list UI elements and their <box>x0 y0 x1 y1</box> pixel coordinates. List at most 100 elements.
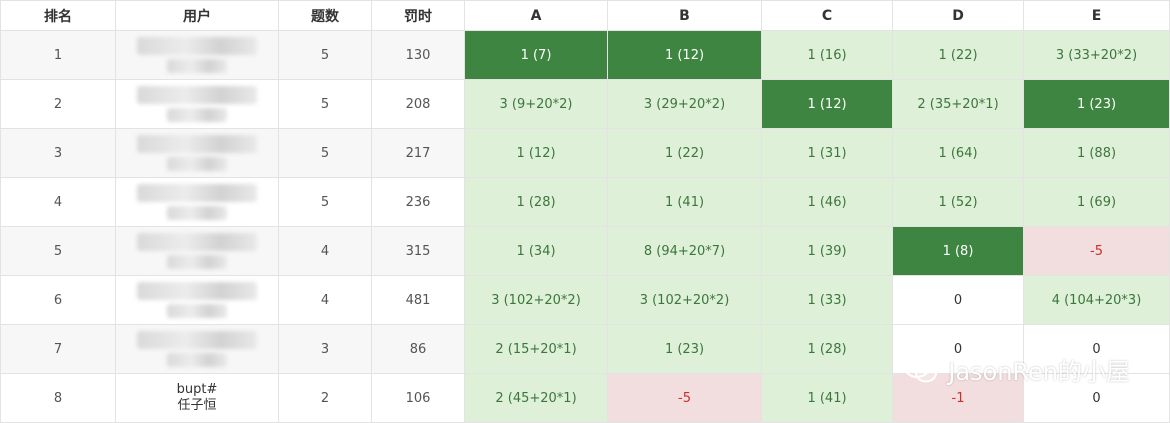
problem-d-cell: 1 (22) <box>892 30 1024 80</box>
blurred-username <box>167 353 227 367</box>
problem-c-cell: 1 (28) <box>761 324 893 374</box>
blurred-username <box>167 157 227 171</box>
problem-e-cell: 3 (33+20*2) <box>1023 30 1170 80</box>
wechat-icon <box>904 355 938 382</box>
user-cell[interactable] <box>115 226 279 276</box>
problem-a-cell: 2 (15+20*1) <box>464 324 608 374</box>
user-cell[interactable] <box>115 324 279 374</box>
solved-cell: 5 <box>278 30 372 80</box>
problem-a-cell: 1 (28) <box>464 177 608 227</box>
rank-cell: 8 <box>0 373 116 423</box>
blurred-username <box>167 304 227 318</box>
problem-a-cell: 1 (7) <box>464 30 608 80</box>
penalty-cell: 130 <box>371 30 465 80</box>
problem-b-cell: 1 (23) <box>607 324 762 374</box>
problem-d-cell: 1 (8) <box>892 226 1024 276</box>
problem-c-cell: 1 (16) <box>761 30 893 80</box>
problem-c-cell: 1 (39) <box>761 226 893 276</box>
problem-d-cell: 1 (52) <box>892 177 1024 227</box>
table-row[interactable]: 3 5 217 1 (12) 1 (22) 1 (31) 1 (64) 1 (88) <box>0 128 1170 178</box>
problem-c-cell: 1 (33) <box>761 275 893 325</box>
table-row[interactable]: 7 3 86 2 (15+20*1) 1 (23) 1 (28) 0 0 <box>0 324 1170 374</box>
penalty-cell: 217 <box>371 128 465 178</box>
user-name: bupt# <box>176 382 218 397</box>
penalty-cell: 86 <box>371 324 465 374</box>
problem-b-cell: 1 (22) <box>607 128 762 178</box>
problem-a-cell: 3 (102+20*2) <box>464 275 608 325</box>
problem-d-cell: 0 <box>892 324 1024 374</box>
problem-b-cell: 1 (12) <box>607 30 762 80</box>
blurred-username <box>137 233 257 251</box>
table-row[interactable]: 8 bupt# 任子恒 2 106 2 (45+20*1) -5 1 (41) -1 0 <box>0 373 1170 423</box>
watermark: JasonRen的小屋 <box>904 352 1130 387</box>
problem-b-cell: 8 (94+20*7) <box>607 226 762 276</box>
user-real-name: 任子恒 <box>177 398 217 413</box>
header-penalty[interactable]: 罚时 <box>371 0 465 31</box>
solved-cell: 4 <box>278 226 372 276</box>
rank-cell: 7 <box>0 324 116 374</box>
table-row[interactable]: 6 4 481 3 (102+20*2) 3 (102+20*2) 1 (33) 0 4 (1… <box>0 275 1170 325</box>
penalty-cell: 481 <box>371 275 465 325</box>
problem-a-cell: 2 (45+20*1) <box>464 373 608 423</box>
table-row[interactable]: 4 5 236 1 (28) 1 (41) 1 (46) 1 (52) 1 (69) <box>0 177 1170 227</box>
blurred-username <box>167 108 227 122</box>
user-cell[interactable] <box>115 30 279 80</box>
solved-cell: 5 <box>278 177 372 227</box>
rank-cell: 4 <box>0 177 116 227</box>
header-user[interactable]: 用户 <box>115 0 279 31</box>
table-row[interactable]: 2 5 208 3 (9+20*2) 3 (29+20*2) 1 (12) 2 (35+20… <box>0 79 1170 129</box>
solved-cell: 5 <box>278 79 372 129</box>
rank-cell: 1 <box>0 30 116 80</box>
problem-c-cell: 1 (46) <box>761 177 893 227</box>
problem-a-cell: 1 (34) <box>464 226 608 276</box>
problem-a-cell: 3 (9+20*2) <box>464 79 608 129</box>
user-cell[interactable] <box>115 177 279 227</box>
problem-e-cell: 4 (104+20*3) <box>1023 275 1170 325</box>
watermark-text: JasonRen的小屋 <box>948 358 1130 386</box>
table-body: 1 5 130 1 (7) 1 (12) 1 (16) 1 (22) 3 (33+20*2) 2… <box>0 30 1170 423</box>
blurred-username <box>137 135 257 153</box>
problem-c-cell: 1 (31) <box>761 128 893 178</box>
rank-cell: 3 <box>0 128 116 178</box>
penalty-cell: 208 <box>371 79 465 129</box>
header-problem-e[interactable]: E <box>1023 0 1170 31</box>
problem-b-cell: 3 (102+20*2) <box>607 275 762 325</box>
header-solved[interactable]: 题数 <box>278 0 372 31</box>
user-cell[interactable] <box>115 79 279 129</box>
penalty-cell: 315 <box>371 226 465 276</box>
rank-cell: 6 <box>0 275 116 325</box>
problem-e-cell: -5 <box>1023 226 1170 276</box>
problem-a-cell: 1 (12) <box>464 128 608 178</box>
problem-e-cell: 0 <box>1023 373 1170 423</box>
blurred-username <box>137 331 257 349</box>
problem-b-cell: -5 <box>607 373 762 423</box>
solved-cell: 5 <box>278 128 372 178</box>
user-cell[interactable] <box>115 275 279 325</box>
header-problem-d[interactable]: D <box>892 0 1024 31</box>
user-cell[interactable]: bupt# 任子恒 <box>115 373 279 423</box>
header-problem-c[interactable]: C <box>761 0 893 31</box>
solved-cell: 4 <box>278 275 372 325</box>
blurred-username <box>167 206 227 220</box>
problem-e-cell: 1 (69) <box>1023 177 1170 227</box>
problem-b-cell: 3 (29+20*2) <box>607 79 762 129</box>
solved-cell: 2 <box>278 373 372 423</box>
table-row[interactable]: 1 5 130 1 (7) 1 (12) 1 (16) 1 (22) 3 (33+20*2) <box>0 30 1170 80</box>
header-rank[interactable]: 排名 <box>0 0 116 31</box>
blurred-username <box>167 255 227 269</box>
problem-d-cell: 2 (35+20*1) <box>892 79 1024 129</box>
problem-d-cell: 1 (64) <box>892 128 1024 178</box>
blurred-username <box>137 86 257 104</box>
problem-e-cell: 0 <box>1023 324 1170 374</box>
problem-d-cell: -1 <box>892 373 1024 423</box>
header-problem-a[interactable]: A <box>464 0 608 31</box>
rank-cell: 5 <box>0 226 116 276</box>
blurred-username <box>137 184 257 202</box>
solved-cell: 3 <box>278 324 372 374</box>
table-header-row: 排名 用户 题数 罚时 A B C D E <box>0 0 1170 31</box>
user-cell[interactable] <box>115 128 279 178</box>
table-row[interactable]: 5 4 315 1 (34) 8 (94+20*7) 1 (39) 1 (8) -5 <box>0 226 1170 276</box>
header-problem-b[interactable]: B <box>607 0 762 31</box>
blurred-username <box>137 37 257 55</box>
